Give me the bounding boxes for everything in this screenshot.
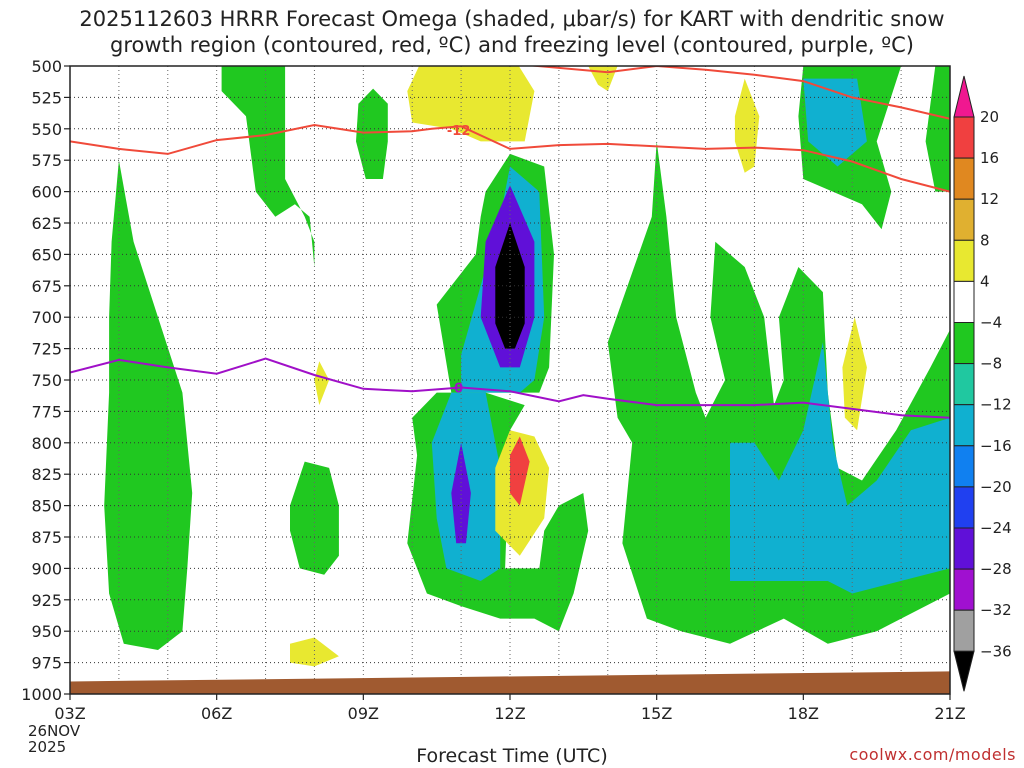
colorbar-swatch-4 [953, 280, 975, 323]
chart-title: 2025112603 HRRR Forecast Omega (shaded, … [0, 6, 1024, 58]
terrain [70, 671, 950, 694]
y-tick-label-500: 500 [31, 57, 62, 76]
colorbar-swatch-9 [953, 486, 975, 529]
colorbar-swatch-7 [953, 404, 975, 447]
axes: 500 525 550 575 600 625 650 675 700 725 750 775 800 8… [21, 57, 965, 723]
colorbar-swatch-5 [953, 322, 975, 365]
colorbar-label-12: −32 [980, 601, 1012, 619]
omega-region-1 [221, 66, 315, 267]
omega-region-16 [842, 317, 867, 431]
title-line-2: growth region (contoured, red, ºC) and f… [110, 33, 914, 57]
colorbar-swatch-8 [953, 445, 975, 488]
colorbar-swatch-0 [953, 116, 975, 159]
y-tick-label-950: 950 [31, 622, 62, 641]
colorbar-swatch-11 [953, 568, 975, 611]
plot-grid [70, 66, 950, 694]
colorbar-label-2: 12 [980, 190, 999, 208]
x-axis-title: Forecast Time (UTC) [416, 745, 608, 767]
colorbar-swatch-3 [953, 239, 975, 282]
omega-region-8 [925, 66, 950, 192]
y-tick-label-700: 700 [31, 308, 62, 327]
x-tick-label-15Z: 15Z [641, 704, 672, 723]
y-tick-label-625: 625 [31, 214, 62, 233]
colorbar-swatch-6 [953, 363, 975, 406]
contour-line-1 [526, 66, 950, 120]
y-tick-label-525: 525 [31, 88, 62, 107]
colorbar-label-11: −28 [980, 560, 1012, 578]
y-tick-label-875: 875 [31, 528, 62, 547]
y-tick-label-900: 900 [31, 559, 62, 578]
x-tick-label-03Z: 03Z [54, 704, 85, 723]
terrain-fill [70, 671, 950, 694]
contour-label-dendritic: -12 [447, 124, 471, 139]
omega-region-18 [314, 361, 330, 406]
y-tick-label-800: 800 [31, 434, 62, 453]
colorbar-swatch-12 [953, 609, 975, 652]
colorbar-label-6: −8 [980, 355, 1002, 373]
y-tick-label-850: 850 [31, 497, 62, 516]
colorbar-swatch-1 [953, 157, 975, 200]
omega-region-20 [510, 436, 530, 506]
colorbar-label-10: −24 [980, 519, 1012, 537]
omega-region-0 [104, 160, 193, 650]
colorbar-label-4: 4 [980, 272, 990, 290]
omega-region-22 [451, 442, 471, 544]
date-label-year: 2025 [28, 738, 67, 756]
credit-link[interactable]: coolwx.com/models [849, 745, 1016, 764]
omega-region-2 [356, 88, 388, 179]
colorbar-label-8: −16 [980, 437, 1012, 455]
y-tick-label-675: 675 [31, 277, 62, 296]
y-tick-label-975: 975 [31, 654, 62, 673]
colorbar-bottom-arrow [953, 650, 975, 692]
colorbar-top-arrow [953, 75, 975, 118]
x-tick-label-06Z: 06Z [201, 704, 232, 723]
y-tick-label-600: 600 [31, 183, 62, 202]
y-tick-label-550: 550 [31, 120, 62, 139]
omega-region-11 [730, 342, 950, 594]
x-tick-label-09Z: 09Z [348, 704, 379, 723]
omega-region-12 [803, 78, 867, 167]
y-tick-label-1000: 1000 [21, 685, 62, 704]
contour-label-freezing: 0 [454, 382, 463, 397]
x-tick-label-18Z: 18Z [788, 704, 819, 723]
x-tick-label-21Z: 21Z [934, 704, 965, 723]
x-tick-label-12Z: 12Z [494, 704, 525, 723]
temperature-contours: -12 0 [70, 66, 950, 419]
colorbar-label-1: 16 [980, 149, 999, 167]
omega-region-17 [290, 637, 339, 667]
title-line-1: 2025112603 HRRR Forecast Omega (shaded, … [79, 7, 945, 31]
colorbar-label-13: −36 [980, 642, 1012, 660]
y-tick-label-750: 750 [31, 371, 62, 390]
colorbar-label-7: −12 [980, 396, 1012, 414]
y-tick-label-775: 775 [31, 402, 62, 421]
omega-region-15 [734, 78, 760, 173]
colorbar-swatch-10 [953, 527, 975, 570]
y-tick-label-725: 725 [31, 340, 62, 359]
date-label-day: 26NOV [28, 722, 81, 740]
contour-line-2 [70, 357, 950, 419]
colorbar: 20 16 12 8 4 −4 −8 −12 −16 −20 −24 −28 −32 −36 [953, 75, 1012, 692]
colorbar-label-0: 20 [980, 108, 999, 126]
colorbar-label-5: −4 [980, 314, 1002, 332]
y-tick-label-650: 650 [31, 245, 62, 264]
omega-region-13 [407, 66, 535, 142]
colorbar-swatch-2 [953, 198, 975, 241]
colorbar-label-3: 8 [980, 231, 990, 249]
colorbar-label-9: −20 [980, 478, 1012, 496]
y-tick-label-925: 925 [31, 591, 62, 610]
y-tick-label-825: 825 [31, 465, 62, 484]
contour-line-0 [70, 123, 950, 193]
y-tick-label-575: 575 [31, 151, 62, 170]
